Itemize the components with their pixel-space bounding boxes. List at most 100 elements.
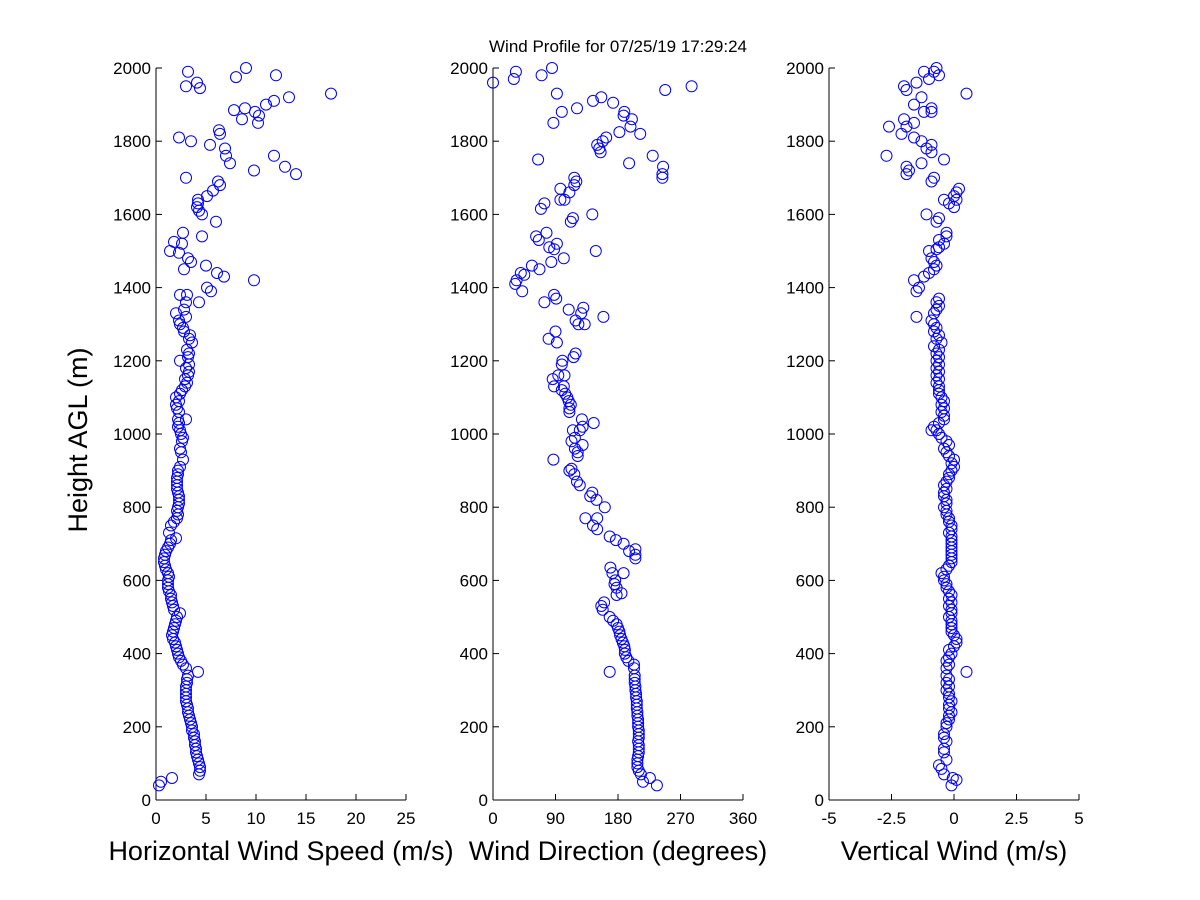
data-point (910, 285, 923, 298)
data-point (918, 65, 930, 78)
data-point (933, 365, 945, 378)
data-point (166, 772, 178, 784)
data-point (193, 296, 205, 309)
data-point (248, 274, 260, 287)
data-point (898, 80, 910, 93)
data-point (177, 226, 189, 239)
data-point (174, 354, 186, 367)
data-point (183, 332, 195, 345)
data-point (236, 113, 248, 126)
data-point (533, 263, 546, 276)
data-point (239, 102, 251, 115)
data-point (159, 548, 171, 561)
data-point (945, 647, 958, 660)
data-point (564, 215, 577, 228)
data-point (593, 142, 606, 155)
x-tick-label: 0 (151, 809, 160, 828)
data-point (192, 665, 204, 678)
data-point (945, 695, 958, 708)
y-tick-label: 200 (796, 718, 824, 737)
data-point (170, 398, 182, 411)
data-point (555, 105, 568, 118)
data-point (925, 314, 938, 327)
data-point (933, 212, 945, 225)
data-point (252, 116, 264, 129)
data-point (173, 395, 185, 408)
data-point (913, 281, 925, 294)
data-point (925, 105, 938, 118)
y-tick-label: 1000 (113, 425, 151, 444)
data-point (173, 246, 185, 259)
data-point (933, 234, 945, 246)
data-point (575, 307, 588, 320)
data-point (910, 76, 923, 89)
data-point (542, 332, 555, 345)
data-point (178, 263, 190, 276)
x-tick-label: 20 (347, 809, 366, 828)
data-point (543, 241, 556, 254)
y-tick-label: 600 (123, 571, 151, 590)
y-tick-label: 0 (142, 791, 151, 810)
data-point (657, 160, 670, 173)
data-point (516, 285, 529, 298)
data-point (248, 164, 260, 177)
y-tick-label: 1400 (786, 279, 824, 298)
data-point (177, 453, 189, 466)
y-tick-label: 1800 (786, 132, 824, 151)
data-point (623, 545, 636, 558)
y-tick-label: 1800 (450, 132, 488, 151)
data-point (240, 62, 252, 74)
data-point (530, 230, 543, 243)
data-point (586, 486, 599, 499)
y-tick-label: 400 (123, 645, 151, 664)
data-point (930, 424, 943, 437)
data-point (938, 153, 950, 166)
data-point (576, 420, 589, 433)
data-point (943, 651, 955, 664)
data-point (908, 274, 920, 287)
data-point (915, 91, 928, 104)
data-point (930, 259, 943, 272)
data-point (538, 296, 551, 309)
data-point (212, 175, 224, 188)
data-point (935, 398, 948, 411)
data-point (943, 673, 955, 686)
data-point (598, 501, 611, 514)
data-point (938, 731, 950, 744)
data-point (625, 113, 638, 126)
data-point (940, 669, 953, 682)
data-point (637, 775, 649, 788)
data-point (562, 303, 575, 316)
data-point (172, 486, 184, 499)
data-point (173, 314, 185, 327)
data-point (224, 157, 236, 170)
data-point (598, 596, 611, 609)
data-point (943, 592, 955, 605)
data-point (629, 543, 642, 556)
data-point (900, 120, 913, 133)
data-point (168, 515, 180, 528)
data-point (948, 190, 960, 203)
data-point (925, 175, 938, 188)
data-point (563, 464, 576, 477)
data-point (558, 369, 571, 382)
y-tick-label: 0 (815, 791, 824, 810)
data-point (945, 622, 958, 634)
data-point (181, 676, 193, 689)
data-point (546, 62, 558, 74)
data-point (487, 76, 499, 89)
data-point (178, 303, 190, 316)
data-point (573, 479, 586, 492)
data-point (182, 369, 194, 382)
x-tick-label: 10 (247, 809, 266, 828)
data-point (268, 149, 280, 162)
data-point (167, 625, 179, 638)
data-point (205, 285, 217, 298)
data-point (933, 759, 945, 772)
data-point (576, 439, 589, 451)
data-point (166, 629, 178, 642)
data-point (182, 669, 194, 682)
data-point (930, 296, 943, 309)
data-point (173, 131, 185, 144)
data-point (943, 585, 955, 598)
